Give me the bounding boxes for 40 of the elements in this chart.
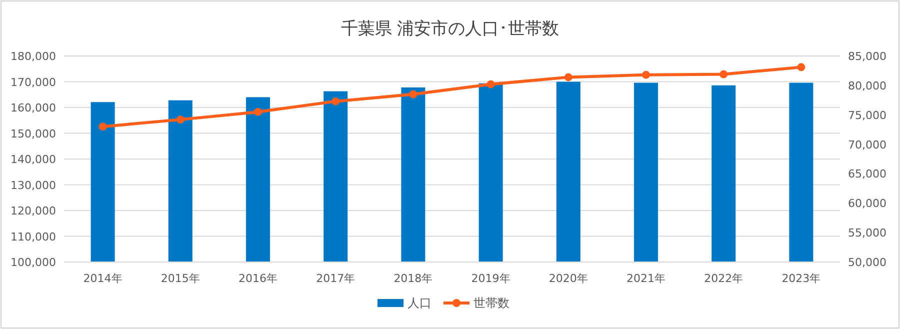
x-tick-label: 2015年	[160, 272, 200, 285]
y-tick-label: 150,000	[10, 127, 56, 140]
y2-tick-label: 60,000	[848, 197, 886, 210]
x-tick-label: 2021年	[626, 272, 666, 285]
point	[720, 70, 728, 78]
x-tick-label: 2017年	[316, 272, 356, 285]
y2-tick-label: 70,000	[848, 138, 886, 152]
point	[642, 70, 650, 79]
x-tick-label: 2016年	[238, 272, 278, 285]
y-tick-label: 110,000	[10, 230, 56, 244]
x-tick-label: 2022年	[704, 272, 744, 285]
point	[176, 116, 184, 124]
y-tick-label: 140,000	[10, 153, 56, 166]
y2-tick-label: 75,000	[848, 108, 886, 122]
y2-tick-label: 55,000	[848, 226, 886, 240]
y-tick-label: 130,000	[10, 178, 56, 192]
y2-tick-label: 65,000	[848, 168, 886, 181]
point	[797, 63, 806, 72]
point	[409, 90, 418, 98]
point	[486, 80, 495, 88]
chart-title: 千葉県 浦安市の人口･世帯数	[340, 19, 560, 39]
y2-tick-label: 80,000	[848, 79, 886, 92]
y2-tick-label: 50,000	[848, 256, 886, 269]
y2-tick-label: 85,000	[848, 50, 886, 63]
point	[98, 122, 107, 131]
point	[332, 97, 340, 106]
x-tick-label: 2014年	[83, 272, 122, 285]
y-tick-label: 100,000	[10, 256, 56, 269]
y-tick-label: 180,000	[10, 50, 56, 63]
y-tick-label: 170,000	[10, 76, 56, 89]
x-tick-label: 2023年	[782, 272, 821, 285]
x-tick-label: 2019年	[471, 272, 510, 285]
point	[254, 108, 262, 116]
x-tick-label: 2018年	[394, 272, 433, 285]
x-tick-label: 2020年	[548, 272, 588, 285]
point	[564, 73, 572, 82]
y-tick-label: 120,000	[10, 204, 56, 218]
legend-label: 人口	[408, 296, 432, 310]
y-tick-label: 160,000	[10, 102, 56, 114]
legend-label: 世帯数	[474, 296, 510, 310]
